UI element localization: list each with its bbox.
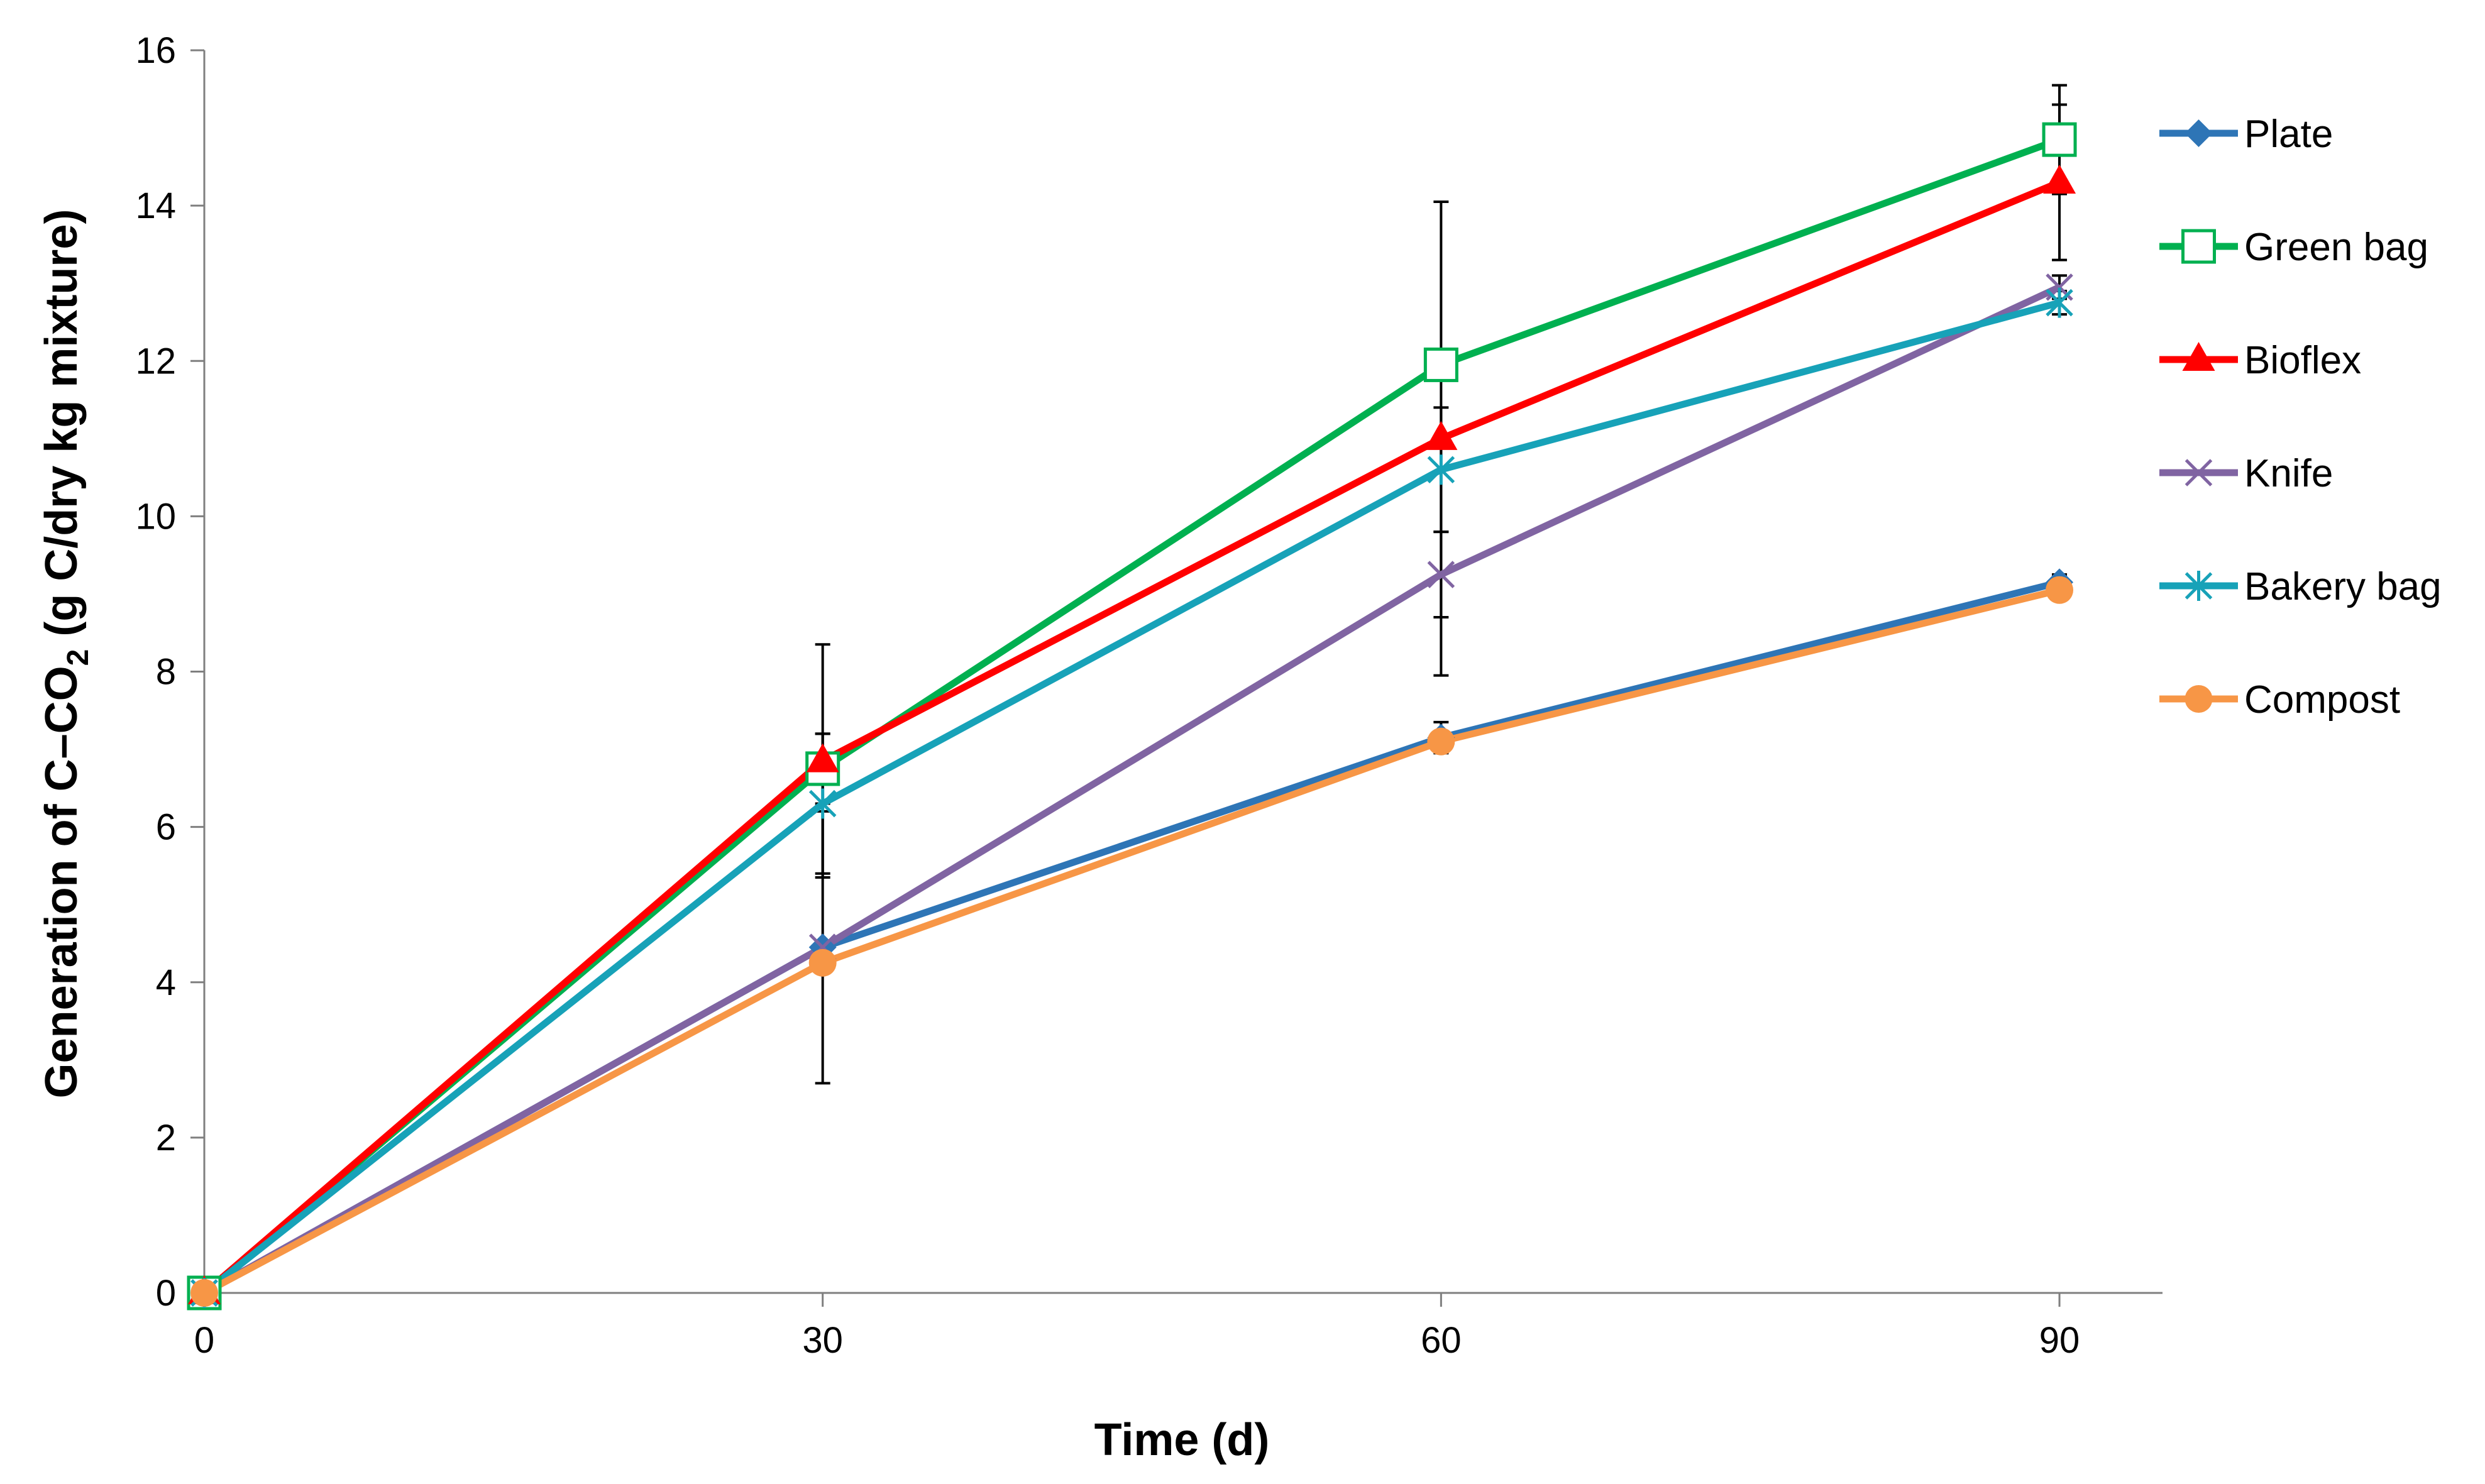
series-line-plate: [202, 579, 2061, 1296]
y-tick-label: 6: [156, 807, 176, 848]
y-tick-label: 8: [156, 652, 176, 693]
x-tick-label: 0: [194, 1320, 214, 1361]
series-lines: [202, 136, 2061, 1296]
data-point-green-bag: [2042, 122, 2077, 157]
data-point-bakery-bag: [808, 788, 837, 819]
y-tick-label: 14: [135, 185, 176, 226]
y-tick-label: 2: [156, 1118, 176, 1158]
y-tick-label: 10: [135, 496, 176, 537]
data-point-compost: [190, 1279, 218, 1307]
legend-marker-bioflex: [2182, 342, 2215, 371]
legend-marker-plate: [2185, 119, 2213, 147]
y-tick-label: 12: [135, 341, 176, 382]
legend-label: Bioflex: [2244, 339, 2361, 382]
series-line-compost: [202, 586, 2061, 1296]
x-tick-label: 30: [802, 1320, 843, 1361]
series-line-bakery-bag: [202, 299, 2061, 1296]
data-point-compost: [1427, 727, 1455, 756]
legend-label: Compost: [2244, 678, 2400, 722]
axes: 0 2 4 6 8 10 12 14 16 0 30 60 90: [135, 30, 2163, 1361]
legend-item-compost: Compost: [2159, 678, 2400, 722]
legend-label: Bakery bag: [2244, 565, 2442, 608]
y-axis-title-part: (g C/dry kg mixture): [36, 209, 87, 649]
x-tick-label: 90: [2039, 1320, 2080, 1361]
series-line-green-bag: [202, 136, 2061, 1296]
data-point-bioflex: [1424, 420, 1458, 450]
legend-marker-knife: [2185, 459, 2213, 486]
legend-item-knife: Knife: [2159, 452, 2333, 495]
legend-item-green-bag: Green bag: [2159, 226, 2428, 269]
data-point-compost: [2046, 576, 2074, 604]
series-line-bioflex: [202, 179, 2061, 1296]
legend-item-bioflex: Bioflex: [2159, 339, 2361, 382]
legend-label: Plate: [2244, 113, 2333, 156]
y-tick-label: 4: [156, 962, 176, 1003]
legend: Plate Green bag Bioflex Knife Bakery bag Comp…: [2159, 113, 2442, 722]
data-point-bioflex: [2043, 165, 2076, 194]
data-point-bakery-bag: [1427, 454, 1455, 485]
error-bars: [815, 84, 2068, 1085]
legend-marker-compost: [2185, 685, 2213, 713]
legend-item-plate: Plate: [2159, 113, 2333, 156]
y-axis-title: Generation of C–CO2 (g C/dry kg mixture): [36, 209, 95, 1099]
series-line-knife: [202, 283, 2061, 1296]
x-tick-label: 60: [1421, 1320, 1462, 1361]
data-point-green-bag: [1423, 347, 1458, 382]
legend-marker-green-bag: [2181, 229, 2216, 264]
legend-marker-bakery-bag: [2185, 571, 2213, 601]
data-point-bioflex: [806, 743, 839, 772]
x-axis-title: Time (d): [1094, 1415, 1270, 1465]
legend-label: Knife: [2244, 452, 2333, 495]
y-tick-label: 0: [156, 1273, 176, 1314]
data-point-knife: [1427, 561, 1455, 588]
legend-item-bakery-bag: Bakery bag: [2159, 565, 2442, 608]
y-axis-title-part: Generation of C–CO: [36, 666, 87, 1098]
data-point-compost: [808, 948, 837, 977]
legend-label: Green bag: [2244, 226, 2428, 269]
series-markers: [187, 122, 2077, 1311]
y-axis-title-subscript: 2: [62, 649, 95, 666]
data-point-bakery-bag: [2046, 287, 2073, 318]
y-tick-label: 16: [135, 30, 176, 71]
